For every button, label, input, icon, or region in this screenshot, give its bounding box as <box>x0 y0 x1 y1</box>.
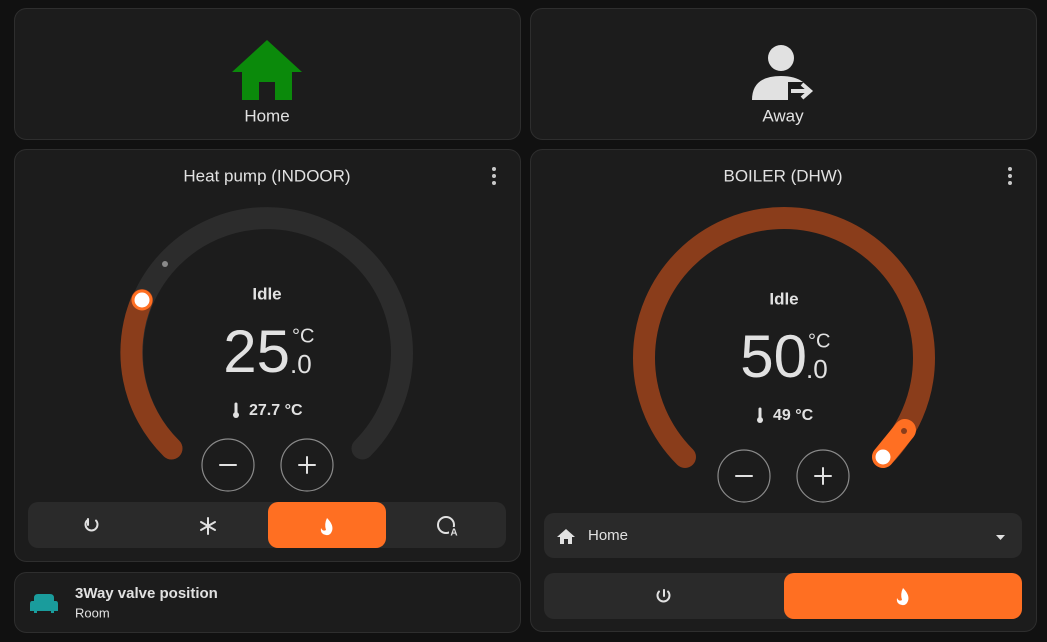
thermometer-bulb <box>233 412 239 418</box>
dial-arc <box>633 207 935 468</box>
mode-label: Away <box>762 106 804 125</box>
thermostat-card <box>530 149 1037 632</box>
current-temperature: 49 °C <box>773 407 814 424</box>
decrease-button[interactable] <box>717 449 771 503</box>
power-icon[interactable] <box>656 589 671 603</box>
target-unit: °C <box>808 330 830 352</box>
current-marker <box>162 261 168 267</box>
card-title: BOILER (DHW) <box>724 166 843 185</box>
entity-card[interactable] <box>14 572 521 633</box>
entity-state: Room <box>75 605 110 620</box>
away-icon <box>752 45 814 100</box>
plus-icon <box>814 467 832 485</box>
home-icon <box>232 40 302 100</box>
dial-handle[interactable] <box>131 289 153 311</box>
increase-button[interactable] <box>796 449 850 503</box>
hvac-action: Idle <box>252 284 281 303</box>
thermometer-bulb <box>757 417 763 423</box>
cool-icon[interactable] <box>200 517 216 535</box>
target-unit: °C <box>292 325 314 347</box>
mode-label: Home <box>244 106 289 125</box>
decrease-button[interactable] <box>201 438 255 492</box>
menu-button[interactable] <box>1008 167 1012 185</box>
sofa-icon <box>30 594 58 613</box>
target-decimal: .0 <box>806 354 828 384</box>
power-icon[interactable] <box>84 518 99 532</box>
dropdown-arrow <box>996 535 1005 540</box>
heat-icon[interactable] <box>896 588 909 606</box>
thermostat-card <box>14 149 521 562</box>
card-title: Heat pump (INDOOR) <box>183 166 350 185</box>
current-marker <box>901 428 907 434</box>
plus-icon <box>298 456 316 474</box>
preset-select[interactable] <box>544 513 1022 558</box>
svg-text:A: A <box>450 528 457 539</box>
dial-handle[interactable] <box>872 446 894 468</box>
target-integer: 50 <box>740 323 807 390</box>
heat-icon[interactable] <box>320 518 333 536</box>
auto-icon[interactable]: A <box>437 516 459 539</box>
increase-button[interactable] <box>280 438 334 492</box>
away-card[interactable] <box>530 8 1037 140</box>
hvac-action: Idle <box>769 289 798 308</box>
dial-arc <box>120 289 183 460</box>
mode-bar <box>28 502 506 548</box>
target-integer: 25 <box>223 318 290 385</box>
current-temperature: 27.7 °C <box>249 402 303 419</box>
menu-button[interactable] <box>492 167 496 185</box>
preset-icon <box>557 529 575 544</box>
entity-name: 3Way valve position <box>75 585 218 602</box>
target-decimal: .0 <box>290 349 312 379</box>
preset-value: Home <box>588 527 628 544</box>
